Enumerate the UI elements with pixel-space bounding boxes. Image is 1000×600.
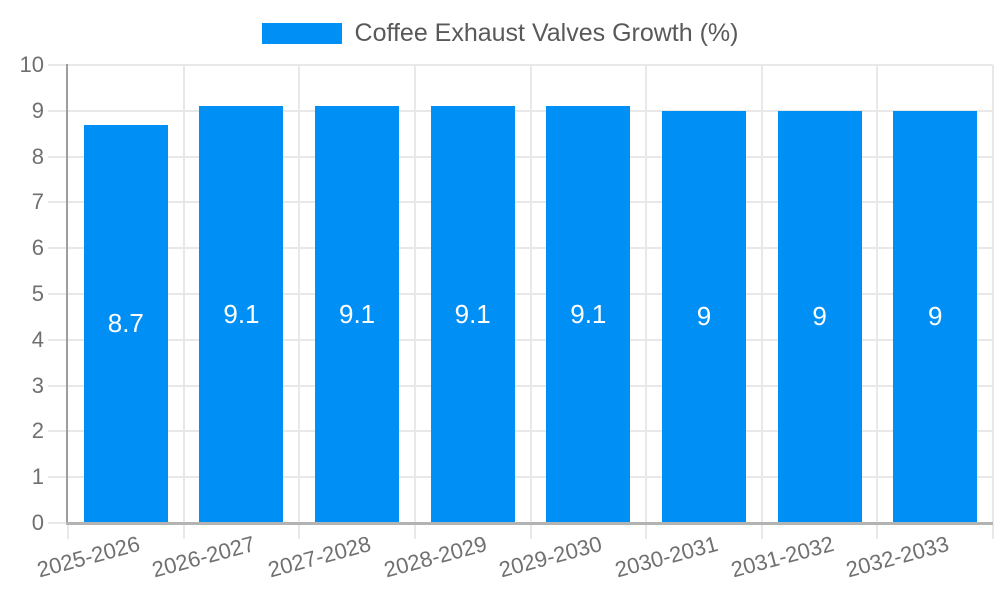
bar: 9 [777,110,862,523]
x-gridline [182,65,185,523]
x-axis-line [66,522,993,525]
bar-value-label: 9.1 [570,299,607,330]
x-axis-tick [67,524,69,539]
y-axis-label: 10 [19,52,44,77]
x-axis-tick [992,524,994,539]
y-axis-label: 0 [31,510,44,535]
y-axis-tick [48,247,68,250]
y-axis-tick [48,64,68,66]
bar-value-label: 9 [696,301,712,332]
x-axis-tick [760,524,763,539]
bar: 9.1 [546,106,631,523]
bar: 9.1 [199,106,284,523]
bar: 9 [661,110,746,523]
x-gridline [529,65,532,523]
y-axis-label: 7 [31,189,44,215]
x-axis-tick [645,524,648,539]
bar: 9.1 [430,106,515,523]
y-axis-label: 8 [31,143,44,169]
x-gridline [298,65,301,523]
y-axis-tick [48,155,68,158]
bar-value-label: 9.1 [454,299,491,330]
bar-value-label: 9.1 [338,299,376,330]
chart-legend[interactable]: Coffee Exhaust Valves Growth (%) [0,20,1000,46]
x-gridline [876,65,879,523]
y-axis-label: 4 [31,326,44,352]
y-axis-label: 6 [31,235,44,261]
x-gridline [645,65,648,523]
y-axis-label: 1 [31,464,44,490]
x-gridline [413,65,416,523]
y-axis-label: 2 [31,418,44,444]
x-gridline [760,65,763,523]
legend-swatch [261,22,342,44]
y-axis-label: 9 [31,97,44,123]
y-axis-tick [48,522,68,524]
y-axis-tick [48,384,68,387]
y-axis-tick [48,476,68,479]
bar: 9 [893,110,978,523]
x-axis-tick [413,524,416,539]
x-axis-tick [876,524,879,539]
y-axis-label: 5 [31,281,44,306]
bar: 8.7 [83,124,168,523]
x-axis-tick [298,524,301,539]
y-axis-tick [48,109,68,112]
legend-series-label: Coffee Exhaust Valves Growth (%) [354,19,739,47]
y-axis-tick [48,338,68,341]
y-axis-label: 3 [31,372,44,398]
x-axis-tick [182,524,185,539]
x-axis-tick [529,524,532,539]
y-axis-line [66,64,68,524]
y-axis-tick [48,430,68,433]
bar-value-label: 9.1 [223,299,260,330]
x-gridline [992,65,994,523]
bar-value-label: 9 [927,301,943,332]
bar-value-label: 9 [812,301,827,332]
bar-value-label: 8.7 [107,308,144,339]
y-axis-tick [48,293,68,295]
y-axis-tick [48,201,68,204]
bar: 9.1 [315,106,400,523]
